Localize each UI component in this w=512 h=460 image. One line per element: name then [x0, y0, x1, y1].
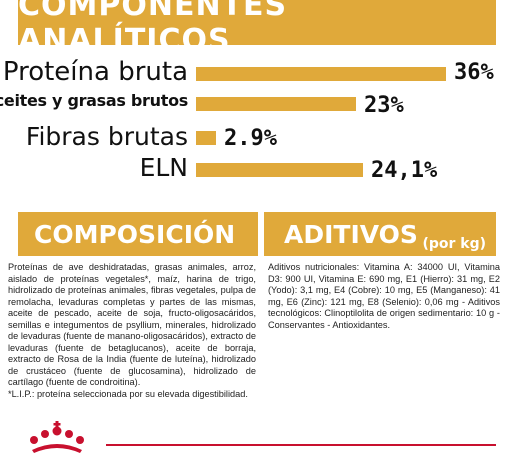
chart-value-proteina: 36%: [454, 60, 494, 85]
chart-bar-fibras: [196, 131, 216, 145]
analytical-title-band: COMPONENTES ANALÍTICOS: [18, 0, 496, 58]
brand-crown-logo: [30, 421, 84, 453]
composition-text-block: Proteínas de ave deshidratadas, grasas a…: [8, 262, 256, 400]
additives-title-band: ADITIVOS (por kg): [264, 212, 496, 256]
composition-title-band: COMPOSICIÓN: [18, 212, 258, 256]
composition-text: Proteínas de ave deshidratadas, grasas a…: [8, 262, 256, 387]
additives-text: Aditivos nutricionales: Vitamina A: 3400…: [268, 262, 500, 330]
additives-title: ADITIVOS: [284, 219, 418, 249]
analytical-title: COMPONENTES ANALÍTICOS: [18, 0, 288, 58]
chart-bar-proteina: [196, 67, 446, 81]
chart-bar-eln: [196, 163, 363, 177]
chart-label-fibras: Fibras brutas: [25, 122, 188, 151]
chart-value-aceites: 23%: [364, 93, 404, 118]
chart-value-eln: 24,1%: [371, 158, 438, 183]
additives-unit: (por kg): [422, 236, 486, 252]
chart-label-eln: ELN: [139, 153, 188, 182]
composition-footnote: *L.I.P.: proteína seleccionada por su el…: [8, 388, 248, 399]
composition-title: COMPOSICIÓN: [34, 219, 236, 249]
chart-label-aceites: Aceites y grasas brutos: [0, 91, 188, 110]
footer-red-line: [106, 444, 496, 446]
chart-value-fibras: 2.9%: [224, 126, 277, 151]
chart-label-proteina: Proteína bruta: [2, 57, 188, 87]
chart-bar-aceites: [196, 97, 356, 111]
